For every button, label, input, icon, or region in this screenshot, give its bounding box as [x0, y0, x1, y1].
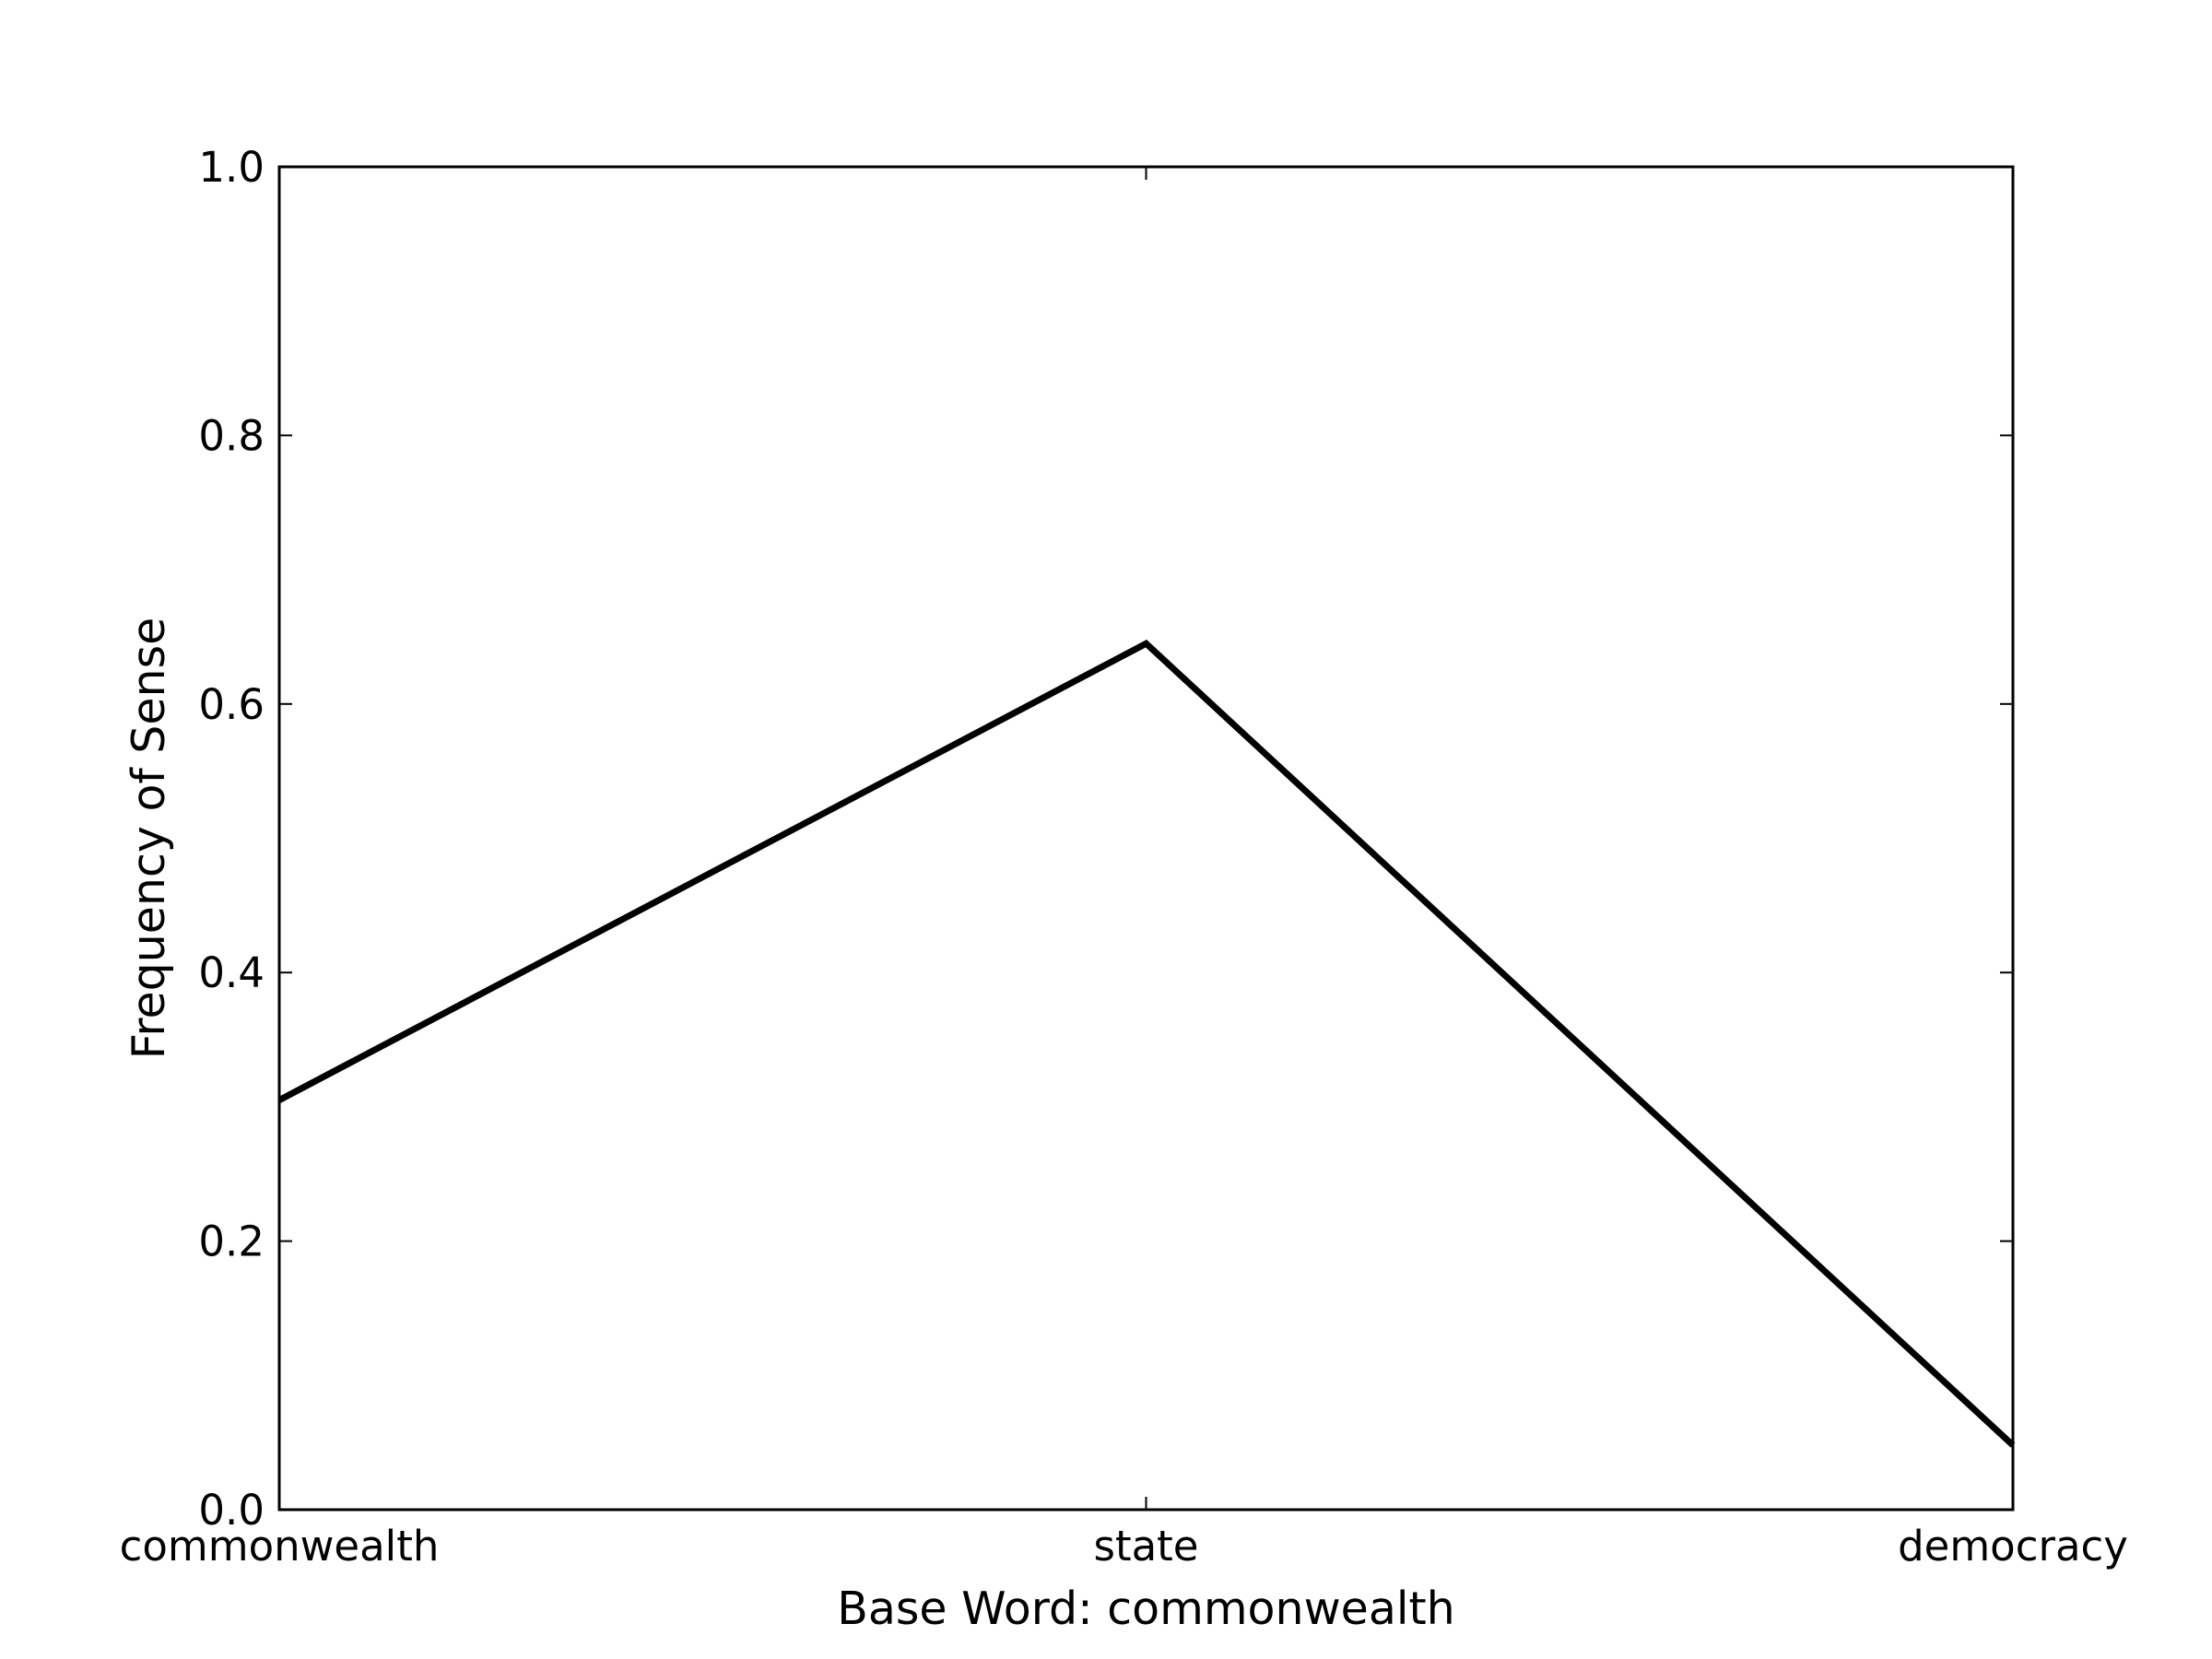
- x-tick-label: state: [1094, 1522, 1199, 1571]
- y-tick-label: 1.0: [198, 143, 265, 192]
- series-group: [277, 639, 2016, 1448]
- y-tick-labels: 0.0 0.2 0.4 0.6 0.8 1.0: [198, 143, 265, 1535]
- x-tick-labels: commonwealth state democracy: [120, 1522, 2128, 1571]
- x-tick-label: democracy: [1898, 1522, 2128, 1571]
- y-axis-label: Frequency of Sense: [123, 618, 175, 1060]
- y-tick-label: 0.0: [198, 1486, 265, 1535]
- y-tick-label: 0.2: [198, 1218, 265, 1266]
- y-tick-label: 0.4: [198, 948, 265, 997]
- series-line: [277, 639, 2016, 1448]
- plot-area-frame: [277, 165, 2015, 1512]
- y-tick-label: 0.8: [198, 411, 265, 460]
- x-tick-label: commonwealth: [120, 1522, 440, 1571]
- x-axis-label: Base Word: commonwealth: [837, 1583, 1454, 1635]
- y-tick-label: 0.6: [198, 680, 265, 729]
